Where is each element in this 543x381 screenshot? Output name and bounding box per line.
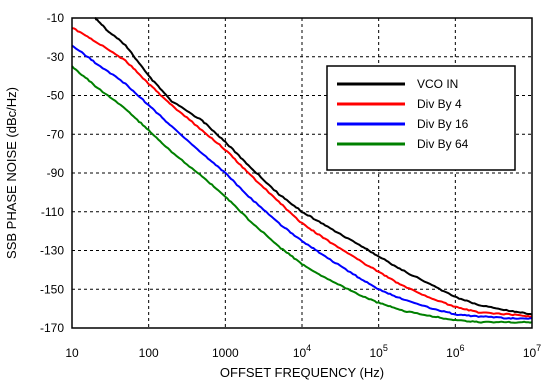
x-axis-tick-labels: 10 100 1000 104 105 106 107 (65, 343, 541, 360)
legend-label: Div By 4 (417, 97, 462, 111)
y-axis-title: SSB PHASE NOISE (dBc/Hz) (4, 87, 19, 259)
y-tick-label: -170 (40, 321, 64, 335)
series-line-0 (94, 16, 533, 316)
plot-area-frame (71, 17, 533, 329)
x-tick-label: 1000 (212, 346, 239, 360)
x-tick-label: 107 (523, 343, 541, 360)
series-line-2 (71, 44, 532, 320)
y-tick-label: -50 (47, 89, 65, 103)
series-line-3 (71, 65, 533, 324)
y-tick-label: -10 (47, 11, 65, 25)
legend: VCO IN Div By 4 Div By 16 Div By 64 (326, 65, 516, 171)
legend-label: Div By 64 (417, 137, 469, 151)
y-axis-tick-labels: -10 -30 -50 -70 -90 -110 -130 -150 -170 (40, 11, 64, 335)
y-tick-label: -130 (40, 244, 64, 258)
y-tick-label: -70 (47, 127, 65, 141)
y-tick-label: -110 (41, 205, 64, 219)
series-layer (71, 16, 533, 324)
y-tick-label: -90 (47, 166, 65, 180)
x-tick-label: 104 (293, 343, 311, 360)
legend-box (326, 65, 516, 171)
legend-label: Div By 16 (417, 117, 469, 131)
x-axis-title: OFFSET FREQUENCY (Hz) (220, 365, 384, 380)
x-tick-label: 100 (139, 346, 159, 360)
y-tick-label: -30 (47, 50, 65, 64)
y-tick-label: -150 (40, 282, 64, 296)
legend-label: VCO IN (417, 77, 458, 91)
series-line-1 (71, 27, 533, 318)
x-tick-label: 10 (65, 346, 79, 360)
x-tick-label: 106 (446, 343, 464, 360)
x-tick-label: 105 (369, 343, 387, 360)
